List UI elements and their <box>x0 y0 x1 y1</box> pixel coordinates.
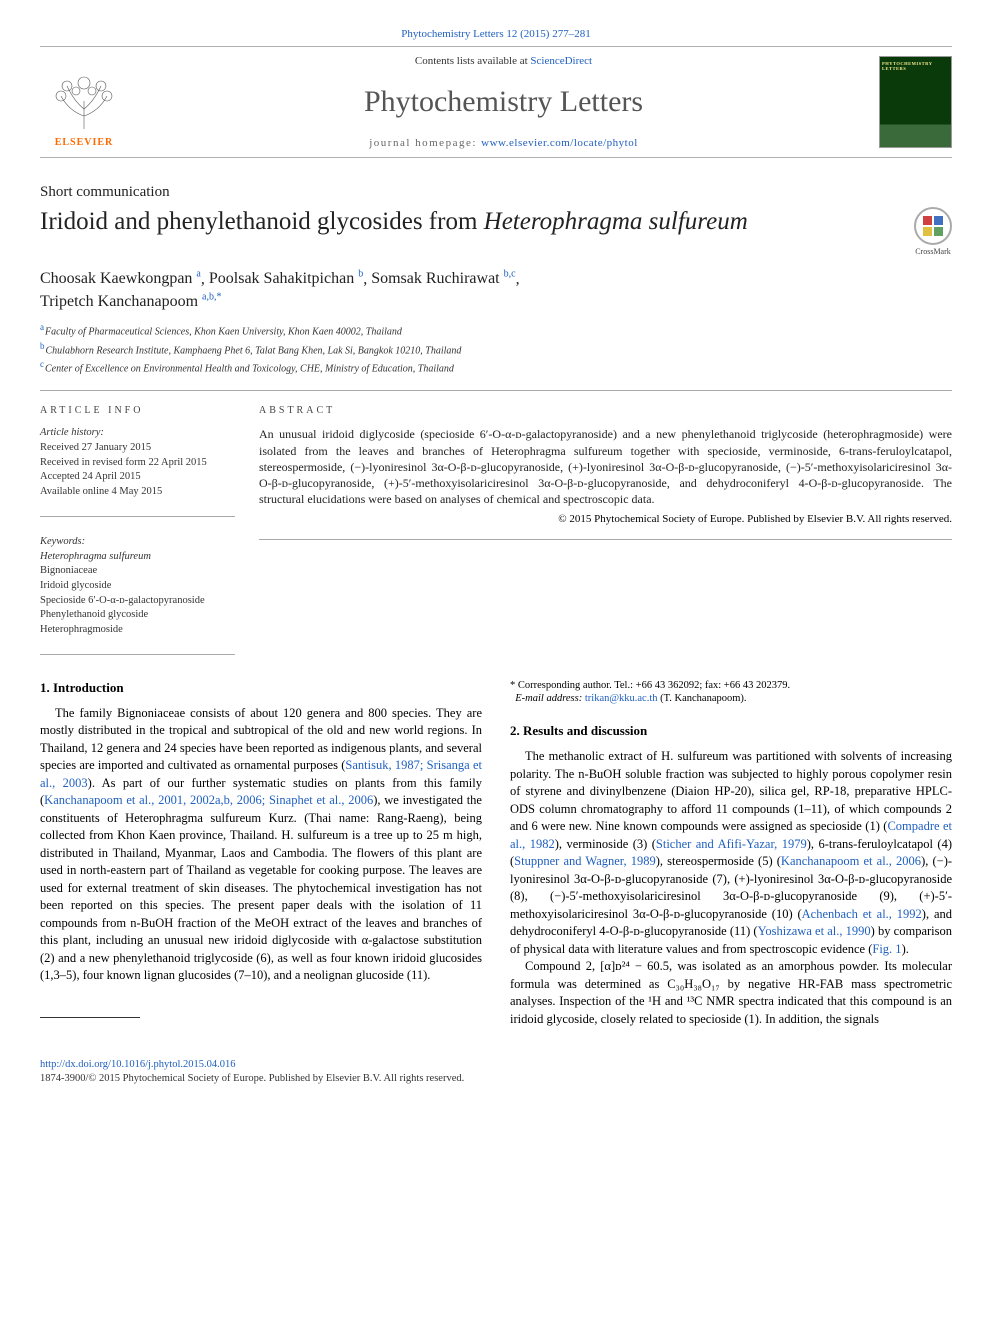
crossmark-icon <box>914 207 952 245</box>
divider <box>40 390 952 391</box>
body-text: 1. Introduction The family Bignoniaceae … <box>40 679 952 1028</box>
author: Choosak Kaewkongpan a <box>40 270 201 287</box>
affiliations: aFaculty of Pharmaceutical Sciences, Kho… <box>40 321 952 376</box>
author: Tripetch Kanchanapoom a,b,* <box>40 293 222 310</box>
affiliation: bChulabhorn Research Institute, Kamphaen… <box>40 340 952 358</box>
author: Poolsak Sahakitpichan b <box>209 270 363 287</box>
divider <box>40 516 235 517</box>
crossmark-badge[interactable]: CrossMark <box>914 207 952 256</box>
journal-citation: Phytochemistry Letters 12 (2015) 277–281 <box>40 20 952 46</box>
abstract-copyright: © 2015 Phytochemical Society of Europe. … <box>259 513 952 525</box>
article-type: Short communication <box>40 184 952 201</box>
citation-link[interactable]: Stuppner and Wagner, 1989 <box>514 854 656 868</box>
aff-link[interactable]: b,c <box>504 269 516 280</box>
elsevier-text: ELSEVIER <box>55 137 114 148</box>
journal-citation-link[interactable]: Phytochemistry Letters 12 (2015) 277–281 <box>401 28 590 40</box>
affiliation: cCenter of Excellence on Environmental H… <box>40 358 952 376</box>
citation-link[interactable]: Yoshizawa et al., 1990 <box>758 924 871 938</box>
aff-link[interactable]: a <box>196 269 200 280</box>
authors: Choosak Kaewkongpan a, Poolsak Sahakitpi… <box>40 268 952 313</box>
abstract-label: ABSTRACT <box>259 405 952 416</box>
section-heading-intro: 1. Introduction <box>40 679 482 697</box>
sciencedirect-link[interactable]: ScienceDirect <box>530 55 592 67</box>
doi-link[interactable]: http://dx.doi.org/10.1016/j.phytol.2015.… <box>40 1059 236 1070</box>
citation-link[interactable]: Sticher and Afifi-Yazar, 1979 <box>656 837 807 851</box>
paragraph: The family Bignoniaceae consists of abou… <box>40 705 482 985</box>
divider <box>259 539 952 540</box>
article-history: Article history: Received 27 January 201… <box>40 426 235 499</box>
keywords: Keywords: Heterophragma sulfureum Bignon… <box>40 535 235 638</box>
paragraph: The methanolic extract of H. sulfureum w… <box>510 748 952 958</box>
author: Somsak Ruchirawat b,c <box>371 270 515 287</box>
citation-link[interactable]: Achenbach et al., 1992 <box>802 907 922 921</box>
affiliation: aFaculty of Pharmaceutical Sciences, Kho… <box>40 321 952 339</box>
aff-link[interactable]: a,b,* <box>202 292 221 303</box>
citation-link[interactable]: Kanchanapoom et al., 2006 <box>781 854 921 868</box>
abstract-text: An unusual iridoid diglycoside (speciosi… <box>259 426 952 507</box>
contents-available: Contents lists available at ScienceDirec… <box>128 55 879 67</box>
divider <box>40 654 235 655</box>
section-heading-results: 2. Results and discussion <box>510 722 952 740</box>
journal-cover-thumbnail[interactable]: PHYTOCHEMISTRY LETTERS <box>879 56 952 148</box>
journal-title: Phytochemistry Letters <box>128 85 879 119</box>
author-email-link[interactable]: trikan@kku.ac.th <box>585 693 658 704</box>
citation-link[interactable]: Kanchanapoom et al., 2001, 2002a,b, 2006… <box>44 793 373 807</box>
elsevier-tree-icon <box>49 71 119 131</box>
homepage-link[interactable]: www.elsevier.com/locate/phytol <box>481 137 638 149</box>
elsevier-logo[interactable]: ELSEVIER <box>40 56 128 148</box>
article-info-label: ARTICLE INFO <box>40 405 235 416</box>
footnote-rule <box>40 1017 140 1018</box>
journal-header: ELSEVIER Contents lists available at Sci… <box>40 46 952 158</box>
figure-link[interactable]: Fig. 1 <box>872 942 901 956</box>
article-title: Iridoid and phenylethanoid glycosides fr… <box>40 207 902 237</box>
paragraph: Compound 2, [α]ᴅ²⁴ − 60.5, was isolated … <box>510 958 952 1028</box>
aff-link[interactable]: b <box>358 269 363 280</box>
corresponding-footnote: * Corresponding author. Tel.: +66 43 362… <box>510 679 952 706</box>
page-footer: http://dx.doi.org/10.1016/j.phytol.2015.… <box>40 1058 952 1085</box>
journal-homepage: journal homepage: www.elsevier.com/locat… <box>128 137 879 149</box>
